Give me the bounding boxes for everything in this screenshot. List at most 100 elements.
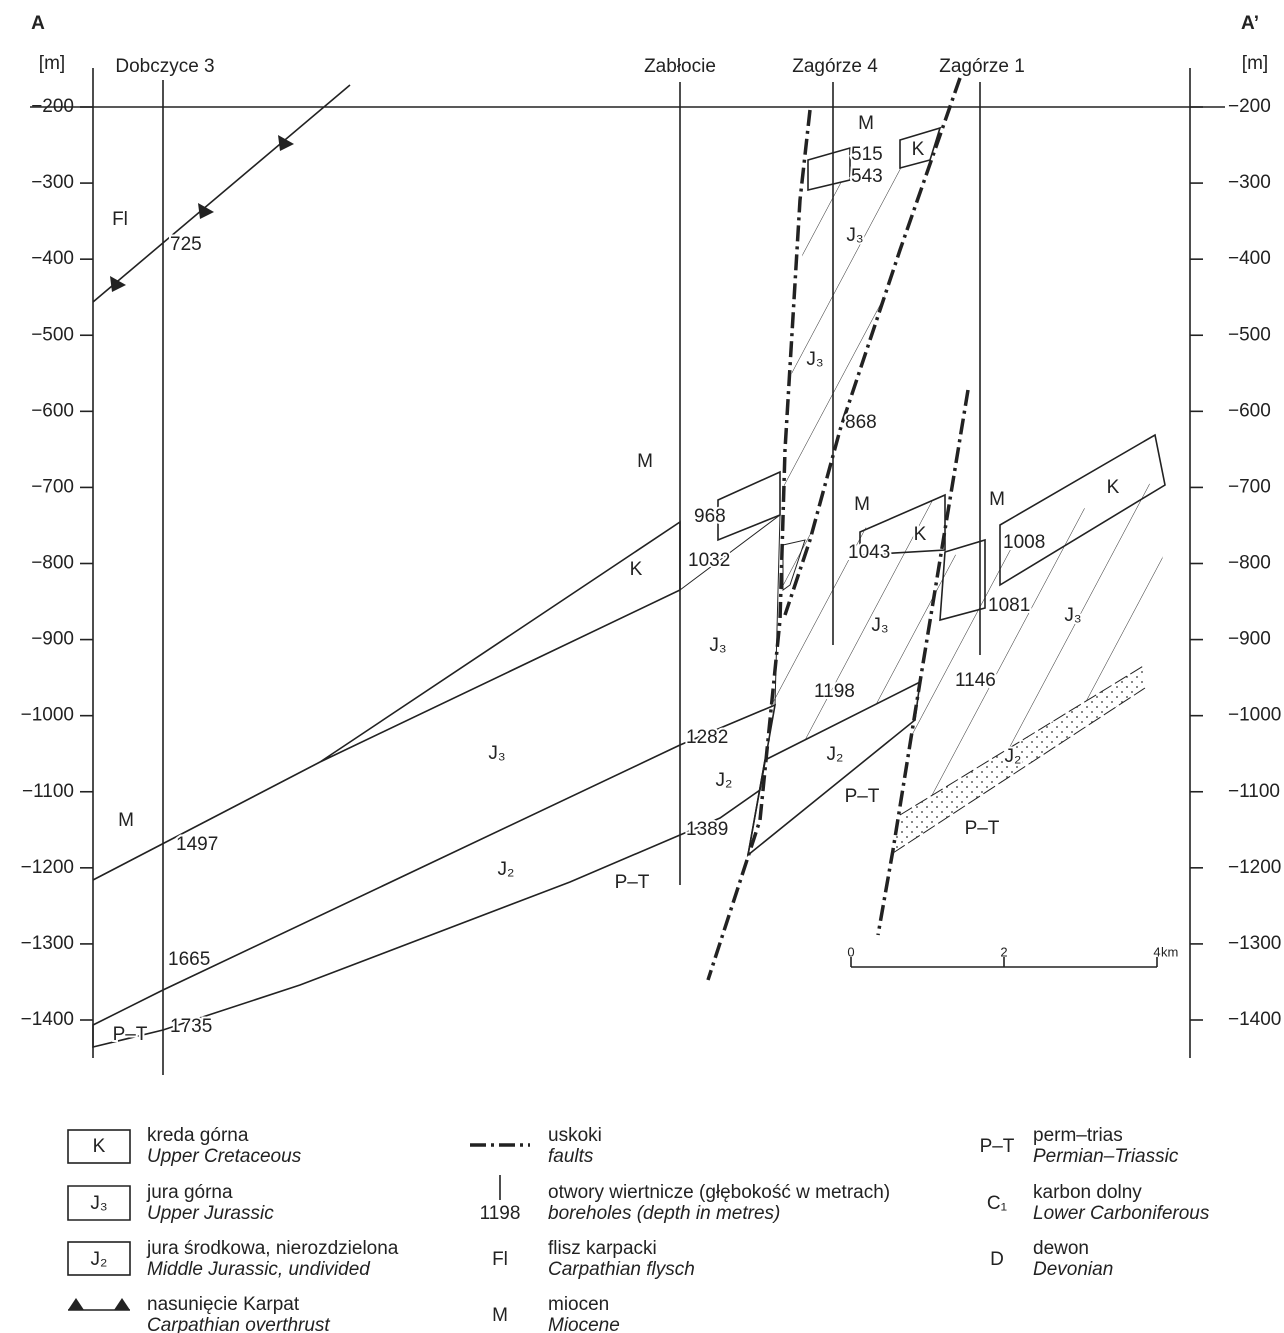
formation-label: K xyxy=(912,139,925,160)
legend-symbol: M xyxy=(492,1305,508,1326)
formation-label: K xyxy=(1107,477,1120,498)
borehole-depth: 1735 xyxy=(170,1016,212,1037)
depth-label: −1000 xyxy=(1228,705,1281,726)
page: AA’[m][m]−200−200−300−300−400−400−500−50… xyxy=(0,0,1284,1333)
legend-pl: dewon xyxy=(1033,1238,1089,1259)
scale-label: 2 xyxy=(1000,944,1007,959)
corner-label: A’ xyxy=(1241,13,1259,34)
formation-label: M xyxy=(989,489,1005,510)
borehole-depth: 515 xyxy=(851,144,883,165)
depth-label: −600 xyxy=(31,400,74,421)
legend-en: Middle Jurassic, undivided xyxy=(147,1259,371,1280)
depth-label: −900 xyxy=(1228,629,1271,650)
formation-label: M xyxy=(637,451,653,472)
depth-label: −700 xyxy=(31,476,74,497)
borehole-depth: 1146 xyxy=(955,670,996,691)
borehole-name: Zabłocie xyxy=(644,56,716,77)
borehole-depth: 1032 xyxy=(688,550,730,571)
scale-label: 4 xyxy=(1153,944,1160,959)
depth-label: −500 xyxy=(1228,324,1271,345)
borehole-name: Dobczyce 3 xyxy=(115,56,214,77)
formation-label: J₃ xyxy=(488,743,505,764)
legend-en: Carpathian overthrust xyxy=(147,1315,330,1333)
depth-label: −200 xyxy=(1228,96,1271,117)
borehole-name: Zagórze 1 xyxy=(939,56,1025,77)
depth-label: −300 xyxy=(31,172,74,193)
formation-label: M xyxy=(854,494,870,515)
legend-pl: karbon dolny xyxy=(1033,1182,1142,1203)
legend-en: Carpathian flysch xyxy=(548,1259,695,1280)
depth-label: −300 xyxy=(1228,172,1271,193)
legend-pl: nasunięcie Karpat xyxy=(147,1294,300,1315)
legend-symbol: C₁ xyxy=(987,1193,1007,1214)
borehole-depth: 1081 xyxy=(988,595,1030,616)
legend-en: Permian–Triassic xyxy=(1033,1146,1179,1167)
formation-label: J₂ xyxy=(498,859,515,880)
legend-pl: uskoki xyxy=(548,1125,602,1146)
depth-label: −1400 xyxy=(21,1009,74,1030)
scale-unit: km xyxy=(1161,944,1178,959)
depth-label: −200 xyxy=(31,96,74,117)
borehole-depth: 1198 xyxy=(814,681,855,702)
legend-pl: perm–trias xyxy=(1033,1125,1123,1146)
depth-label: −500 xyxy=(31,324,74,345)
formation-label: J₂ xyxy=(1005,746,1022,767)
legend-en: boreholes (depth in metres) xyxy=(548,1203,780,1224)
depth-label: −400 xyxy=(1228,248,1271,269)
depth-label: −700 xyxy=(1228,476,1271,497)
depth-label: −1000 xyxy=(21,705,74,726)
legend-symbol: P–T xyxy=(980,1136,1015,1157)
depth-label: −1300 xyxy=(1228,933,1281,954)
depth-label: −1200 xyxy=(21,857,74,878)
legend-en: Upper Jurassic xyxy=(147,1203,274,1224)
legend-en: Lower Carboniferous xyxy=(1033,1203,1210,1224)
legend-pl: otwory wiertnicze (głębokość w metrach) xyxy=(548,1182,890,1203)
legend-symbol: K xyxy=(93,1136,106,1157)
legend-en: Devonian xyxy=(1033,1259,1113,1280)
formation-label: J₃ xyxy=(1064,605,1081,626)
formation-label: P–T xyxy=(965,818,1000,839)
formation-label: J₃ xyxy=(846,225,863,246)
borehole-depth: 1008 xyxy=(1003,532,1045,553)
depth-label: −1200 xyxy=(1228,857,1281,878)
borehole-depth: 1043 xyxy=(848,542,890,563)
borehole-depth: 725 xyxy=(170,234,202,255)
formation-label: J₂ xyxy=(716,770,733,791)
geology xyxy=(30,68,1225,1075)
depth-label: −1100 xyxy=(22,781,74,802)
formation-label: J₂ xyxy=(827,744,844,765)
borehole-depth: 1389 xyxy=(686,819,728,840)
borehole-depth: 1497 xyxy=(176,834,218,855)
depth-label: −1400 xyxy=(1228,1009,1281,1030)
depth-label: −1300 xyxy=(21,933,74,954)
legend-en: faults xyxy=(548,1146,594,1167)
formation-label: P–T xyxy=(615,872,650,893)
depth-label: −800 xyxy=(1228,553,1271,574)
formation-label: K xyxy=(914,524,927,545)
formation-label: K xyxy=(630,559,643,580)
formation-label: P–T xyxy=(113,1024,148,1045)
legend-pl: flisz karpacki xyxy=(548,1238,657,1259)
depth-label: −900 xyxy=(31,629,74,650)
unit-label: [m] xyxy=(1242,53,1268,74)
formation-label: M xyxy=(858,113,874,134)
legend-symbol: 1198 xyxy=(480,1203,521,1224)
scale-label: 0 xyxy=(847,944,854,959)
borehole-depth: 968 xyxy=(694,506,726,527)
formation-label: M xyxy=(118,810,134,831)
legend-pl: miocen xyxy=(548,1294,609,1315)
formation-label: P–T xyxy=(845,786,880,807)
depth-label: −600 xyxy=(1228,400,1271,421)
borehole-depth: 1282 xyxy=(686,727,728,748)
formation-label: J₃ xyxy=(709,635,726,656)
borehole-depth: 1665 xyxy=(168,949,210,970)
legend-symbol: D xyxy=(990,1249,1004,1270)
depth-label: −1100 xyxy=(1228,781,1280,802)
legend-pl: jura środkowa, nierozdzielona xyxy=(146,1238,399,1259)
legend-symbol: Fl xyxy=(492,1249,508,1270)
legend-symbol: J₂ xyxy=(91,1249,108,1270)
borehole-depth: 543 xyxy=(851,166,883,187)
legend-en: Miocene xyxy=(548,1315,620,1333)
unit-label: [m] xyxy=(39,53,65,74)
legend-en: Upper Cretaceous xyxy=(147,1146,302,1167)
